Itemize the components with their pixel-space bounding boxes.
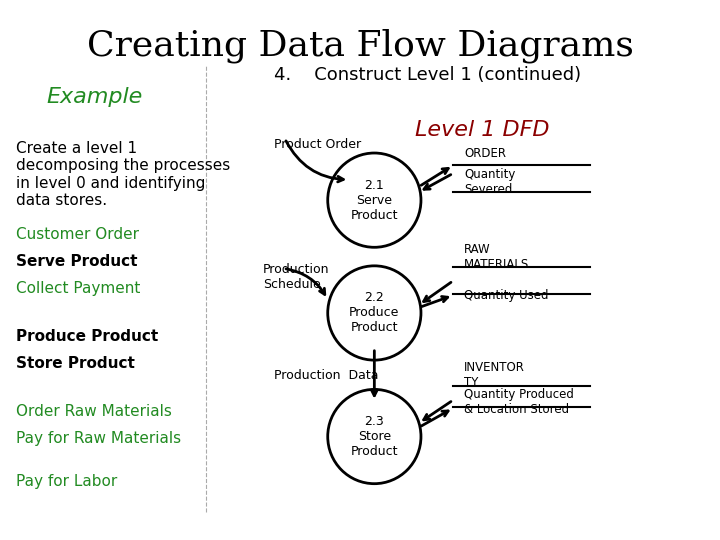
Text: Create a level 1
decomposing the processes
in level 0 and identifying
data store: Create a level 1 decomposing the process… [16,141,230,208]
Text: INVENTOR
TY: INVENTOR TY [464,361,525,389]
Text: RAW
MATERIALS: RAW MATERIALS [464,243,529,271]
Text: Product Order: Product Order [274,138,361,151]
Text: Store Product: Store Product [16,356,135,371]
Text: Quantity Produced
& Location Stored: Quantity Produced & Location Stored [464,388,574,416]
Text: 2.1
Serve
Product: 2.1 Serve Product [351,179,398,221]
Text: Customer Order: Customer Order [16,227,139,242]
Text: Creating Data Flow Diagrams: Creating Data Flow Diagrams [86,28,634,63]
Text: Collect Payment: Collect Payment [16,281,140,296]
Text: 2.3
Store
Product: 2.3 Store Product [351,415,398,458]
Text: Example: Example [47,87,143,107]
Text: Quantity
Severed: Quantity Severed [464,168,516,196]
Text: Produce Product: Produce Product [16,329,158,344]
Text: Pay for Raw Materials: Pay for Raw Materials [16,431,181,446]
Text: Production
Schedule: Production Schedule [264,263,330,291]
Text: 4.    Construct Level 1 (continued): 4. Construct Level 1 (continued) [274,66,581,84]
Text: Serve Product: Serve Product [16,254,138,269]
Text: Order Raw Materials: Order Raw Materials [16,404,171,419]
Text: ORDER: ORDER [464,147,506,160]
Text: Level 1 DFD: Level 1 DFD [415,119,549,139]
Text: 2.2
Produce
Product: 2.2 Produce Product [349,292,400,334]
Text: Quantity Used: Quantity Used [464,289,549,302]
Text: Pay for Labor: Pay for Labor [16,474,117,489]
Text: Production  Data: Production Data [274,369,379,382]
